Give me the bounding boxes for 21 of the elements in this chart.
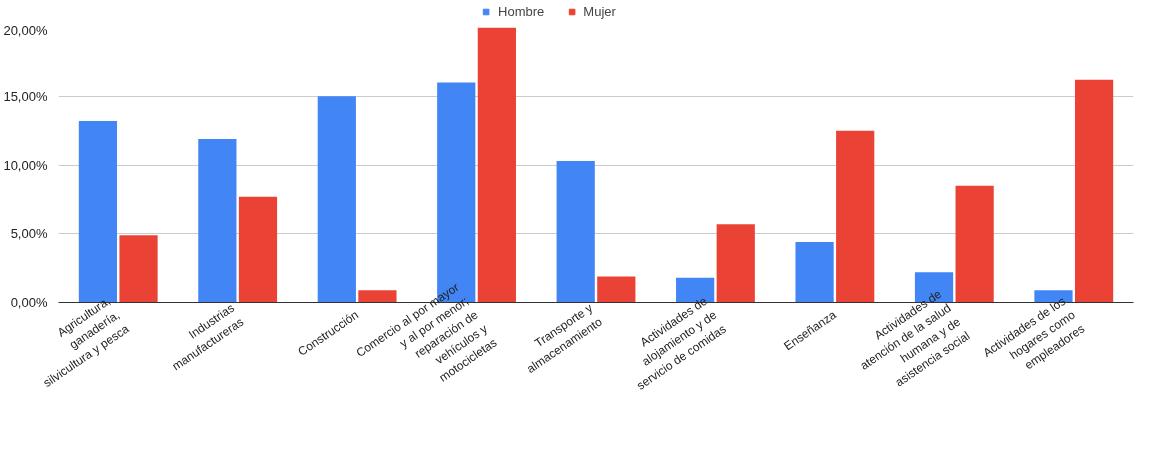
bar [358, 290, 397, 303]
legend-label: Mujer [583, 3, 616, 19]
bar [119, 235, 158, 303]
bar [716, 224, 755, 303]
bar [1074, 79, 1114, 303]
bar [795, 242, 834, 303]
bar [836, 130, 875, 303]
legend-label: Hombre [498, 3, 545, 19]
y-tick-label: 15,00% [3, 88, 48, 104]
bar [914, 272, 954, 303]
bar [238, 196, 278, 303]
bar [317, 96, 356, 303]
y-tick-label: 0,00% [10, 295, 48, 310]
bar [198, 138, 237, 303]
y-tick-label: 10,00% [3, 157, 48, 173]
y-tick-label: 20,00% [3, 22, 48, 38]
bar [955, 185, 994, 303]
bar [597, 276, 636, 303]
bar [477, 27, 516, 303]
y-tick-label: 5,00% [10, 226, 48, 242]
bar [556, 160, 595, 303]
